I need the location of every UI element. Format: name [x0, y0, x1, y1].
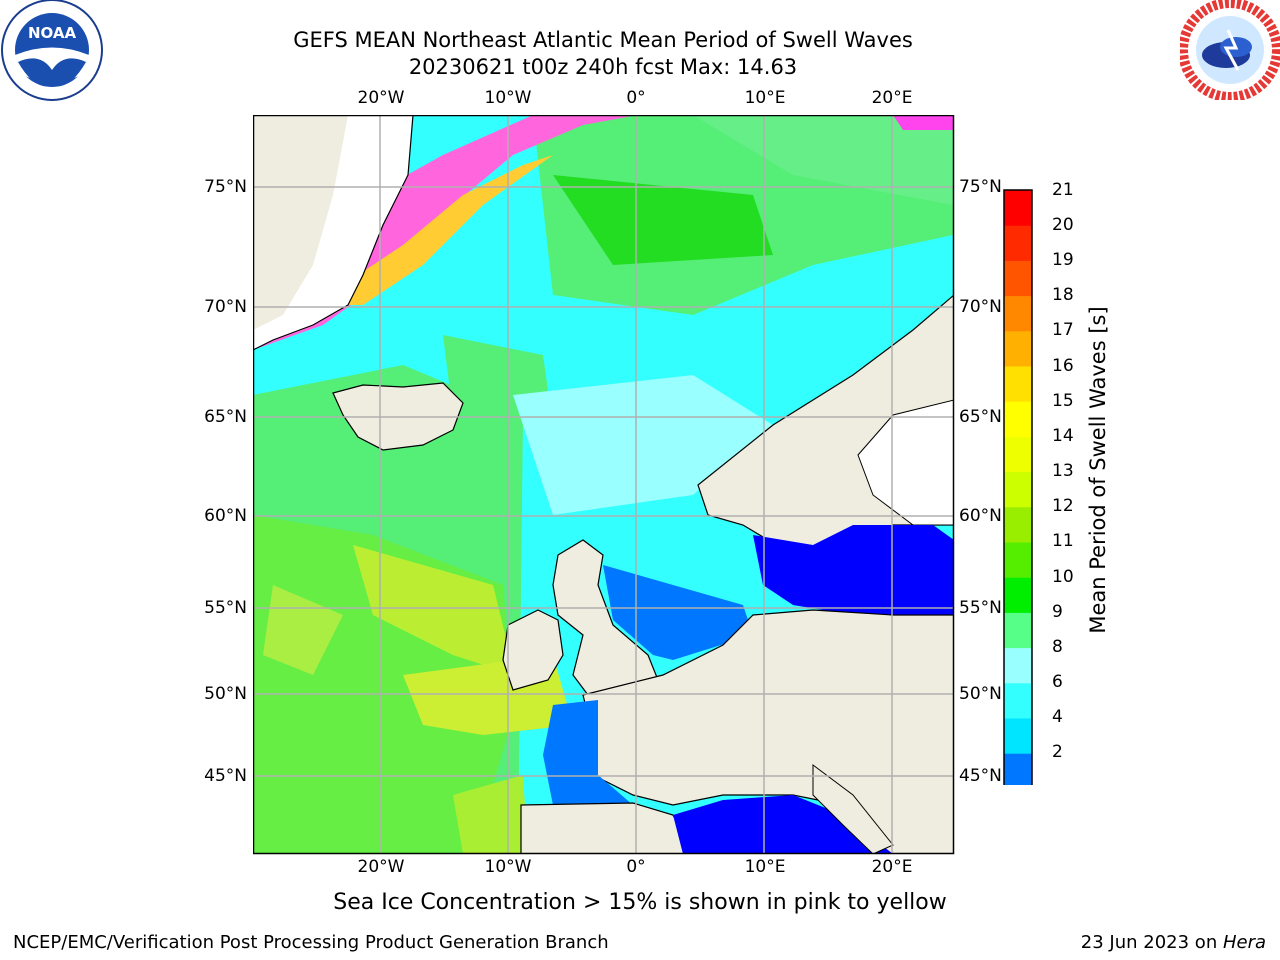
colorbar-segment [1004, 190, 1032, 226]
footer-timestamp: 23 Jun 2023 on Hera [1081, 932, 1266, 953]
lon-label-top-20w: 20°W [357, 88, 405, 108]
colorbar-tick-10: 10 [1052, 567, 1074, 587]
colorbar-tick-2: 2 [1052, 742, 1063, 762]
colorbar-segment [1004, 506, 1032, 543]
colorbar-segment [1004, 366, 1032, 402]
footer-machine: Hera [1222, 932, 1266, 953]
colorbar-segment [1004, 612, 1032, 649]
colorbar-label: Mean Period of Swell Waves [s] [1086, 306, 1110, 634]
footer-date: 23 Jun 2023 on [1080, 932, 1223, 953]
colorbar-tick-6: 6 [1052, 672, 1063, 692]
swell-field-yellow-south [453, 775, 528, 854]
continental-europe [582, 609, 954, 854]
colorbar-tick-21: 21 [1052, 180, 1074, 200]
lat-label-right-55n: 55°N [959, 598, 1002, 618]
greenland-land [253, 115, 348, 330]
colorbar-segment [1004, 647, 1032, 684]
colorbar-segment [1004, 295, 1032, 332]
map-panel [253, 115, 955, 855]
lat-label-right-50n: 50°N [959, 684, 1002, 704]
lat-label-right-60n: 60°N [959, 506, 1002, 526]
lat-label-left-45n: 45°N [204, 766, 247, 786]
colorbar-tick-18: 18 [1052, 285, 1074, 305]
colorbar-tick-15: 15 [1052, 391, 1074, 411]
sea-ice-caption-text: Sea Ice Concentration > 15% is shown in … [333, 890, 947, 915]
colorbar-segment [1004, 225, 1032, 261]
colorbar-tick-8: 8 [1052, 637, 1063, 657]
lat-label-left-65n: 65°N [204, 407, 247, 427]
swell-field-barents [693, 115, 953, 205]
colorbar-tick-19: 19 [1052, 250, 1074, 270]
lon-label-top-10e: 10°E [744, 88, 786, 108]
colorbar-tick-16: 16 [1052, 356, 1074, 376]
lon-label-top-20e: 20°E [871, 88, 913, 108]
lon-label-bottom-0: 0° [626, 857, 646, 877]
lat-label-left-60n: 60°N [204, 506, 247, 526]
colorbar-frame [1003, 189, 1033, 785]
lat-label-left-75n: 75°N [204, 177, 247, 197]
colorbar-segment [1004, 401, 1032, 437]
colorbar-tick-12: 12 [1052, 496, 1074, 516]
lon-label-top-0: 0° [626, 88, 646, 108]
lon-label-bottom-10w: 10°W [484, 857, 532, 877]
sea-ice-yellow [313, 155, 553, 305]
swell-field-yellow-north [353, 545, 515, 675]
sweden-finland-white [857, 399, 954, 526]
graticule [253, 115, 954, 854]
lat-label-right-65n: 65°N [959, 407, 1002, 427]
sea-ice-caption: Sea Ice Concentration > 15% is shown in … [0, 890, 1280, 915]
lat-label-left-70n: 70°N [204, 297, 247, 317]
colorbar-segment [1004, 577, 1032, 613]
colorbar-tick-17: 17 [1052, 320, 1074, 340]
noaa-logo-text: NOAA [28, 24, 77, 42]
colorbar-segment [1004, 542, 1032, 578]
lat-label-right-75n: 75°N [959, 177, 1002, 197]
lat-label-right-70n: 70°N [959, 297, 1002, 317]
colorbar-segment [1004, 330, 1032, 367]
lat-label-right-45n: 45°N [959, 766, 1002, 786]
ireland [502, 609, 564, 691]
colorbar-segment [1004, 682, 1032, 719]
lon-label-bottom-20w: 20°W [357, 857, 405, 877]
lon-label-top-10w: 10°W [484, 88, 532, 108]
colorbar-segment [1004, 471, 1032, 508]
sea-ice-svalbard [893, 115, 954, 130]
lat-label-left-55n: 55°N [204, 598, 247, 618]
baltic-sea [753, 525, 954, 615]
lon-label-bottom-20e: 20°E [871, 857, 913, 877]
nws-logo [1180, 0, 1280, 100]
colorbar-tick-20: 20 [1052, 215, 1074, 235]
map-frame [253, 115, 955, 855]
italy [812, 764, 894, 854]
colorbar-segment [1004, 753, 1032, 785]
lat-label-left-50n: 50°N [204, 684, 247, 704]
mediterranean [673, 795, 893, 854]
colorbar-tick-4: 4 [1052, 707, 1063, 727]
noaa-logo: NOAA [1, 0, 103, 101]
bay-of-biscay [543, 700, 633, 805]
colorbar-tick-13: 13 [1052, 461, 1074, 481]
colorbar-tick-11: 11 [1052, 531, 1074, 551]
colorbar-segment [1004, 260, 1032, 297]
north-sea-blue [603, 565, 753, 660]
footer-credit: NCEP/EMC/Verification Post Processing Pr… [13, 932, 609, 953]
chart-subtitle: 20230621 t00z 240h fcst Max: 14.63 [408, 55, 798, 79]
colorbar-tick-14: 14 [1052, 426, 1074, 446]
colorbar-segment [1004, 436, 1032, 473]
chart-title: GEFS MEAN Northeast Atlantic Mean Period… [293, 28, 913, 52]
lon-label-bottom-10e: 10°E [744, 857, 786, 877]
colorbar-segment [1004, 718, 1032, 754]
colorbar [1003, 189, 1033, 785]
swell-field-north-bright [553, 175, 773, 265]
colorbar-tick-9: 9 [1052, 602, 1063, 622]
